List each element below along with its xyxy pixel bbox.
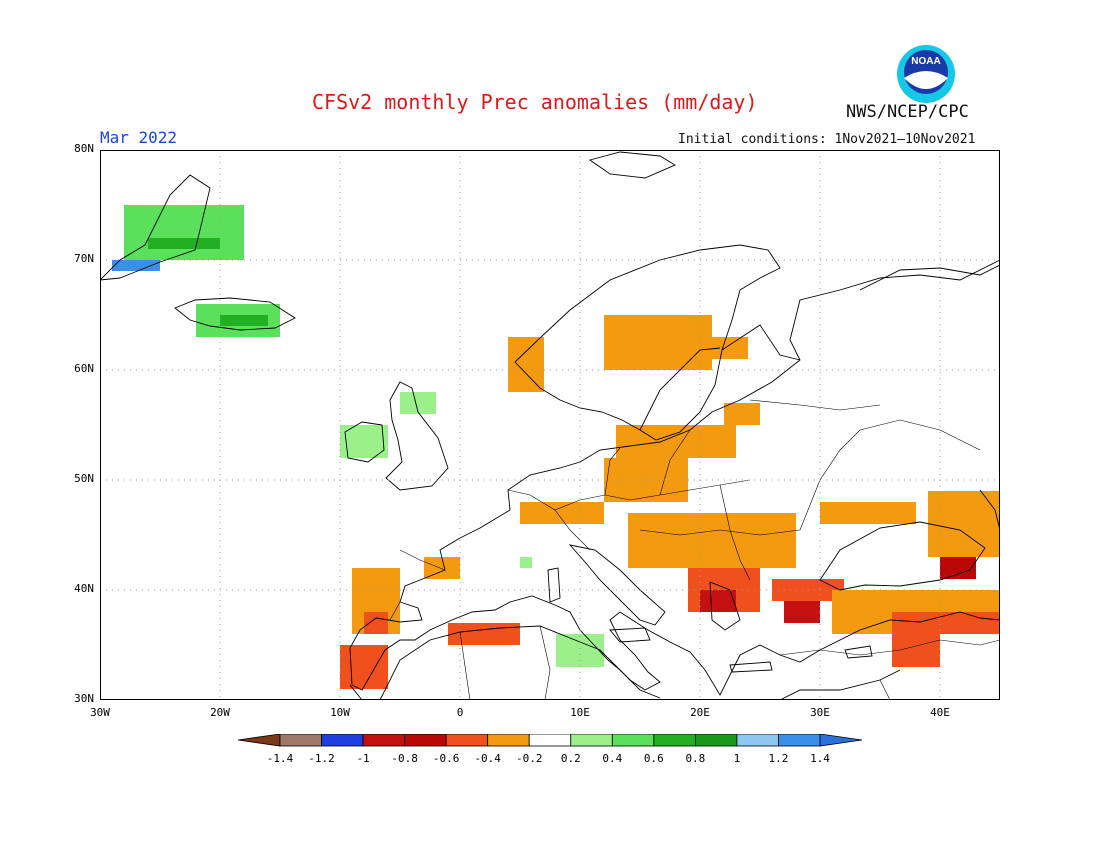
lat-tick-label: 60N [74, 362, 94, 375]
colorbar-tick-label: 0.4 [602, 752, 623, 765]
colorbar-tick-label: -1.2 [308, 752, 335, 765]
lat-tick-label: 50N [74, 472, 94, 485]
anomaly-cell [364, 612, 388, 634]
noaa-logo-text: NOAA [911, 56, 940, 67]
noaa-logo: NOAA [897, 45, 955, 103]
lat-tick-label: 30N [74, 692, 94, 705]
lon-tick-label: 20W [210, 706, 230, 719]
colorbar-swatch [819, 734, 862, 747]
anomaly-cell [520, 557, 532, 568]
colorbar [238, 734, 862, 747]
anomaly-cell [604, 315, 712, 370]
colorbar-swatch [279, 734, 322, 747]
colorbar-swatch [736, 734, 779, 747]
anomaly-cell [724, 403, 760, 425]
coastlines [100, 151, 1000, 700]
lon-tick-label: 30W [90, 706, 110, 719]
anomaly-cell [220, 315, 268, 326]
anomaly-cell [112, 260, 160, 271]
anomaly-cell [628, 513, 796, 568]
chart-title: CFSv2 monthly Prec anomalies (mm/day) [312, 90, 758, 114]
colorbar-swatch [238, 734, 281, 747]
colorbar-swatch [404, 734, 447, 747]
agency-label: NWS/NCEP/CPC [846, 102, 969, 122]
anomaly-cell [340, 645, 388, 689]
anomaly-cell [820, 502, 916, 524]
colorbar-swatch [653, 734, 696, 747]
anomaly-cell [784, 601, 820, 623]
anomaly-cell [448, 623, 520, 645]
anomaly-cell [124, 205, 244, 260]
anomaly-cell [892, 634, 940, 667]
anomaly-cell [520, 502, 604, 524]
colorbar-tick-label: 0.2 [560, 752, 581, 765]
initial-conditions-label: Initial conditions: 1Nov2021—10Nov2021 [678, 132, 976, 147]
colorbar-swatch [528, 734, 572, 747]
colorbar-tick-label: -0.6 [432, 752, 460, 765]
colorbar-tick-label: -0.8 [391, 752, 418, 765]
lon-tick-label: 0 [456, 706, 464, 719]
colorbar-swatch [321, 734, 364, 747]
lon-tick-label: 40E [930, 706, 950, 719]
colorbar-swatch [487, 734, 530, 747]
colorbar-swatch [570, 734, 613, 747]
anomaly-cell [700, 590, 736, 612]
anomaly-cell [508, 337, 544, 392]
colorbar-tick-label: 1 [733, 752, 741, 765]
anomaly-cell [892, 612, 1000, 634]
lon-tick-label: 10E [570, 706, 590, 719]
colorbar-tick-label: -1 [356, 752, 370, 765]
anomaly-cell [928, 491, 1000, 557]
anomaly-cell [400, 392, 436, 414]
colorbar-tick-label: 1.2 [768, 752, 789, 765]
colorbar-swatch [362, 734, 406, 747]
colorbar-tick-label: 0.6 [643, 752, 664, 765]
graticule [100, 150, 1000, 700]
lon-tick-label: 10W [330, 706, 350, 719]
colorbar-tick-label: -1.4 [266, 752, 294, 765]
colorbar-swatch [445, 734, 489, 747]
colorbar-swatch [778, 734, 821, 747]
lon-tick-label: 20E [690, 706, 710, 719]
anomaly-cell [148, 238, 220, 249]
anomaly-cell [940, 557, 976, 579]
colorbar-tick-label: -0.4 [474, 752, 501, 765]
valid-month-label: Mar 2022 [100, 128, 178, 147]
anomaly-cell [556, 634, 604, 667]
anomaly-map [100, 150, 1000, 700]
colorbar-swatch [611, 734, 655, 747]
lat-tick-label: 70N [74, 252, 94, 265]
lat-tick-label: 40N [74, 582, 94, 595]
colorbar-tick-label: 0.8 [685, 752, 706, 765]
anomaly-cell [424, 557, 460, 579]
colorbar-swatch [694, 734, 738, 747]
anomaly-cell [616, 425, 736, 458]
lat-tick-label: 80N [74, 142, 94, 155]
colorbar-tick-label: 1.4 [810, 752, 830, 765]
colorbar-tick-label: -0.2 [515, 752, 543, 765]
lon-tick-label: 30E [810, 706, 830, 719]
